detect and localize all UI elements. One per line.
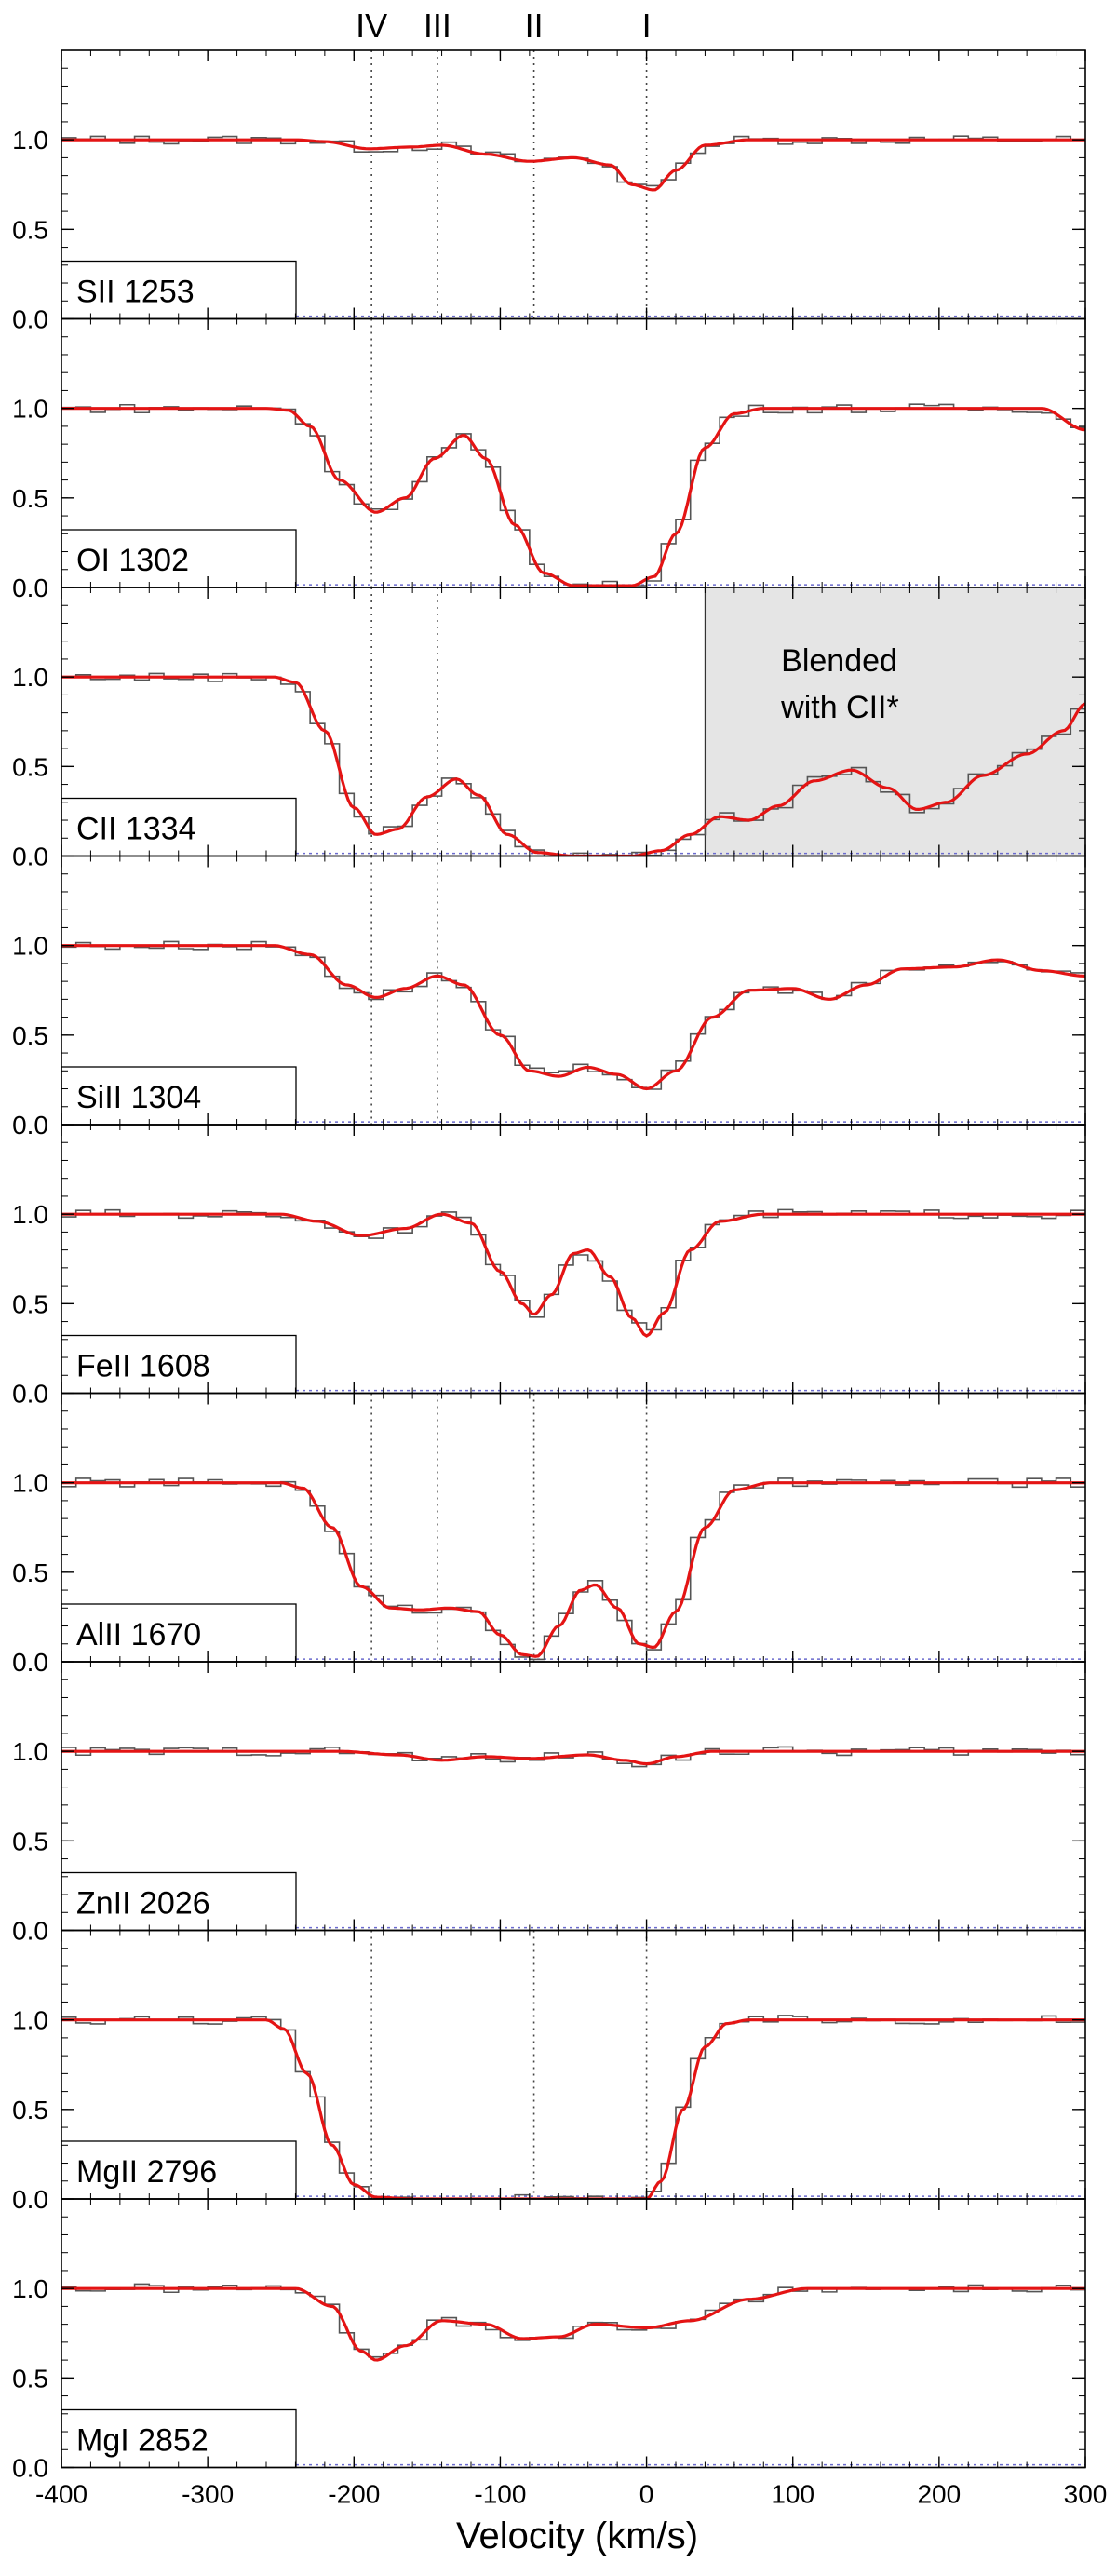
fit-curve <box>61 1749 1085 1766</box>
x-tick-label: -300 <box>182 2480 234 2509</box>
y-tick-label: 1.0 <box>12 932 48 961</box>
x-tick-label: 200 <box>917 2480 961 2509</box>
panel-label-box <box>61 2408 297 2469</box>
y-tick-label: 0.0 <box>12 1380 48 1409</box>
y-tick-label: 1.0 <box>12 126 48 155</box>
data-histogram <box>61 1208 1085 1331</box>
blend-annotation-line: with CII* <box>780 690 899 725</box>
x-tick-label: 0 <box>639 2480 654 2509</box>
component-labels: IV III II I <box>356 7 651 45</box>
x-tick-label: -200 <box>328 2480 380 2509</box>
y-tick-label: 1.0 <box>12 1469 48 1498</box>
y-tick-label: 0.5 <box>12 484 48 513</box>
y-tick-label: 0.5 <box>12 1558 48 1587</box>
panel-siii-1304: SiII 1304 0.0 0.5 1.0 <box>12 855 1086 1140</box>
panel-mgii-2796: MgII 2796 0.0 0.5 1.0 <box>12 1929 1086 2214</box>
y-tick-label: 0.5 <box>12 2364 48 2393</box>
component-label-iv: IV <box>356 7 387 45</box>
panel-frame <box>61 2198 1086 2469</box>
panel-cii-1334: CII 1334 Blended with CII* 0.0 0.5 1.0 <box>12 587 1086 871</box>
y-tick-label: 1.0 <box>12 2274 48 2303</box>
fit-curve <box>61 407 1085 587</box>
y-tick-label: 0.5 <box>12 2096 48 2124</box>
y-tick-label: 0.0 <box>12 573 48 602</box>
panel-label: SII 1253 <box>76 275 195 310</box>
panel-label-box <box>61 1603 297 1663</box>
panel-label: AlII 1670 <box>76 1617 201 1652</box>
y-tick-label: 1.0 <box>12 663 48 692</box>
panel-oi-1302: OI 1302 0.0 0.5 1.0 <box>12 317 1086 602</box>
x-tick-label: 100 <box>771 2480 814 2509</box>
y-tick-label: 1.0 <box>12 1737 48 1766</box>
panel-znii-2026: ZnII 2026 0.0 0.5 1.0 <box>12 1661 1086 1946</box>
panel-feii-1608: FeII 1608 0.0 0.5 1.0 <box>12 1124 1086 1409</box>
y-tick-label: 0.0 <box>12 2185 48 2214</box>
panel-label: CII 1334 <box>76 812 196 847</box>
fit-curve <box>61 944 1085 1091</box>
fit-curve <box>61 675 1085 856</box>
panel-label: OI 1302 <box>76 543 189 578</box>
panel-label-box <box>61 1066 297 1126</box>
panel-label: SiII 1304 <box>76 1080 201 1115</box>
panel-label: MgI 2852 <box>76 2423 209 2459</box>
y-tick-label: 1.0 <box>12 1200 48 1229</box>
y-tick-label: 0.5 <box>12 752 48 781</box>
panel-label-box <box>61 529 297 588</box>
x-tick-label: -400 <box>35 2480 87 2509</box>
y-tick-label: 0.0 <box>12 1111 48 1140</box>
fit-curve <box>61 2286 1085 2362</box>
fit-curve <box>61 1481 1085 1658</box>
component-label-ii: II <box>525 7 544 45</box>
component-label-iii: III <box>424 7 451 45</box>
y-tick-label: 0.0 <box>12 1648 48 1677</box>
y-tick-label: 1.0 <box>12 395 48 424</box>
y-tick-label: 0.5 <box>12 215 48 244</box>
y-tick-label: 0.0 <box>12 843 48 871</box>
y-tick-label: 0.5 <box>12 1827 48 1855</box>
y-tick-label: 1.0 <box>12 2006 48 2035</box>
panel-alii-1670: AlII 1670 0.0 0.5 1.0 <box>12 1392 1086 1677</box>
panel-sii-1253: SII 1253 0.0 0.5 1.0 <box>12 49 1086 334</box>
x-tick-label: -100 <box>474 2480 526 2509</box>
fit-curve <box>61 2018 1085 2199</box>
y-tick-label: 0.0 <box>12 2454 48 2483</box>
y-tick-label: 0.0 <box>12 1917 48 1946</box>
x-axis-label: Velocity (km/s) <box>456 2515 698 2556</box>
panel-label-box <box>61 2140 297 2200</box>
data-histogram <box>61 672 1085 856</box>
component-label-i: I <box>642 7 652 45</box>
y-tick-label: 0.5 <box>12 1021 48 1050</box>
x-tick-label: 300 <box>1064 2480 1108 2509</box>
data-histogram <box>61 2283 1085 2358</box>
fit-curve <box>61 138 1085 192</box>
fit-curve <box>61 1212 1085 1338</box>
data-histogram <box>61 135 1085 187</box>
blend-annotation-line: Blended <box>781 643 897 679</box>
panel-label: MgII 2796 <box>76 2154 217 2190</box>
y-tick-label: 0.5 <box>12 1289 48 1318</box>
panel-mgi-2852: MgI 2852 0.0 0.5 1.0 <box>12 2198 1086 2483</box>
panel-label: FeII 1608 <box>76 1349 210 1384</box>
panel-label: ZnII 2026 <box>76 1886 210 1922</box>
y-tick-label: 0.0 <box>12 305 48 334</box>
x-axis: -400 -300 -200 -100 0 100 200 300 <box>35 2480 1107 2509</box>
